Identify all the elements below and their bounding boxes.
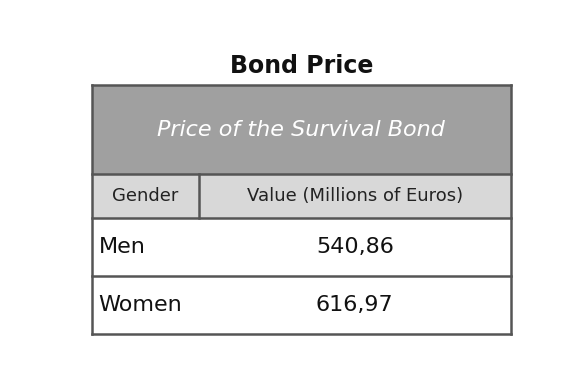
Text: Value (Millions of Euros): Value (Millions of Euros) xyxy=(247,187,463,205)
Text: Gender: Gender xyxy=(112,187,178,205)
Text: 616,97: 616,97 xyxy=(316,295,393,315)
Text: Men: Men xyxy=(99,237,145,257)
Text: Price of the Survival Bond: Price of the Survival Bond xyxy=(158,120,445,139)
Text: 540,86: 540,86 xyxy=(316,237,394,257)
Text: Bond Price: Bond Price xyxy=(230,54,373,78)
Text: Women: Women xyxy=(99,295,182,315)
